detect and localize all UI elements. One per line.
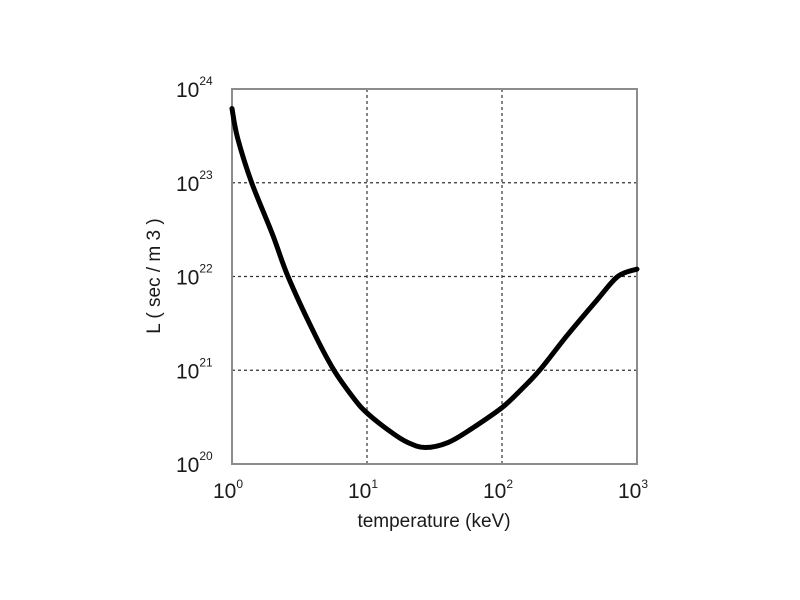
y-tick-label: 1020 — [176, 449, 213, 477]
y-tick-label: 1023 — [176, 168, 213, 196]
y-tick-label: 1024 — [176, 74, 213, 102]
x-axis-ticks: 100 101 102 103 — [213, 477, 648, 503]
x-tick-label: 103 — [618, 477, 648, 503]
y-tick-label: 1022 — [176, 262, 213, 290]
y-axis-ticks: 1020 1021 1022 1023 1024 — [176, 74, 213, 477]
data-curve — [229, 106, 640, 450]
y-tick-label: 1021 — [176, 355, 213, 383]
x-tick-label: 101 — [348, 477, 378, 503]
y-axis-label: L ( sec / m 3 ) — [144, 218, 165, 333]
x-tick-label: 100 — [213, 477, 243, 503]
x-tick-label: 102 — [483, 477, 513, 503]
x-axis-label: temperature (keV) — [357, 511, 510, 532]
plot-frame — [231, 88, 638, 465]
grid-lines — [232, 89, 637, 464]
